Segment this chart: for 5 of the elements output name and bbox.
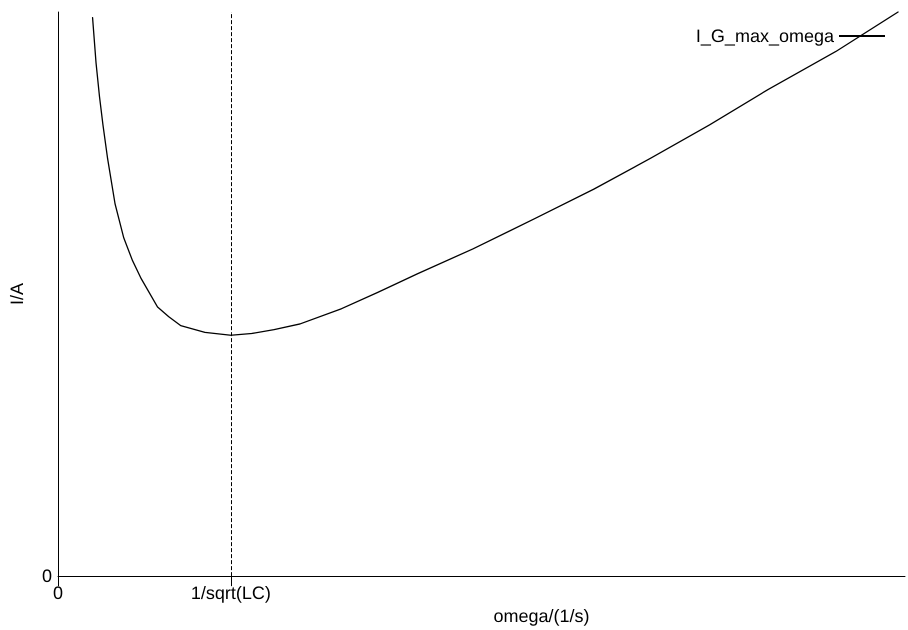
text: 0 <box>42 566 52 586</box>
x-axis-title: omega/(1/s) <box>493 606 590 626</box>
legend-label: I_G_max_omega <box>696 26 835 46</box>
y-axis-title: I/A <box>7 283 27 306</box>
x-tick-label: 1/sqrt(LC) <box>190 583 271 604</box>
